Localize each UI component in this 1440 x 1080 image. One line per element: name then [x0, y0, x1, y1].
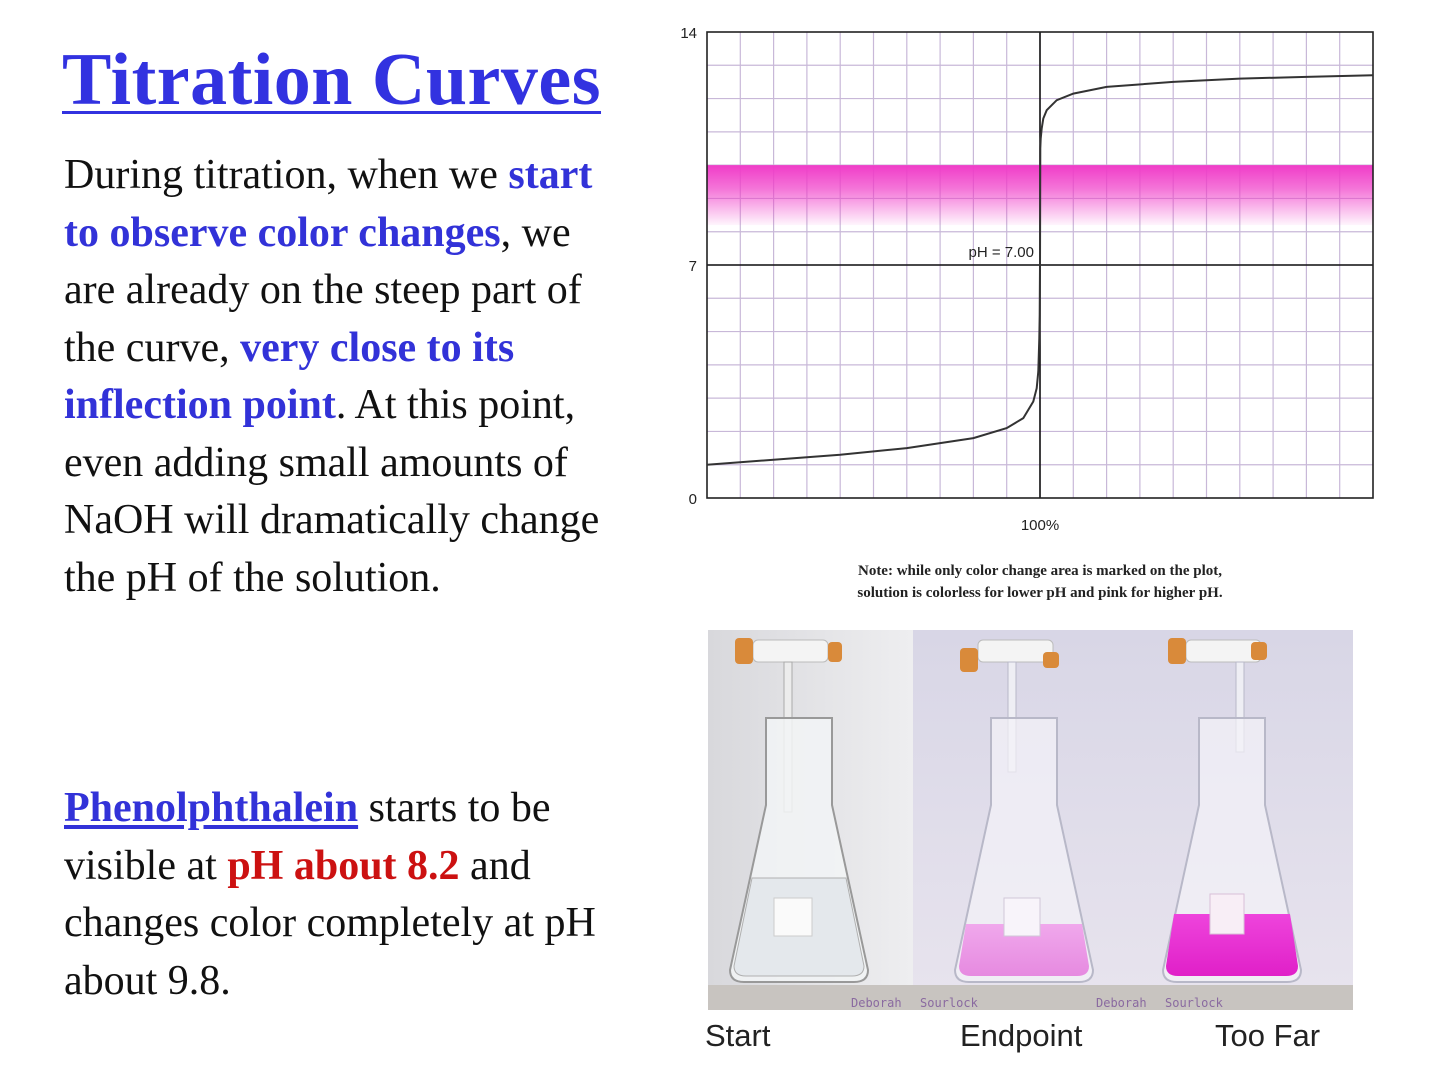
flask-photo: Deborah Sourlock Deborah Sourlock — [708, 630, 1353, 1010]
emphasis-red-text: pH about 8.2 — [227, 842, 460, 889]
slide-title: Titration Curves — [62, 39, 602, 121]
bench-surface — [708, 985, 1353, 1010]
watermark-1: Deborah — [851, 996, 902, 1010]
plot-frame — [706, 31, 1374, 499]
flask-start — [728, 638, 870, 983]
body-text: and changes color completely at pH about… — [64, 842, 596, 1004]
body-text: During titration, when we — [64, 152, 509, 198]
x-tick-label: 100% — [1021, 517, 1059, 534]
flask-too-far — [1161, 638, 1303, 983]
watermark-4: Sourlock — [1165, 996, 1224, 1010]
caption-start: Start — [705, 1018, 771, 1053]
chart-note-line2: solution is colorless for lower pH and p… — [857, 585, 1223, 601]
ph-annotation: pH = 7.00 — [969, 244, 1034, 261]
titration-curve-line — [706, 74, 1374, 466]
chart-note: Note: while only color change area is ma… — [770, 560, 1310, 604]
key-term: Phenolphthalein — [64, 785, 359, 831]
watermark-3: Deborah — [1096, 996, 1147, 1010]
y-tick-label: 14 — [680, 25, 697, 42]
body-text: starts to be visible at — [64, 785, 551, 889]
body-text: . At this point, even adding small amoun… — [64, 382, 600, 601]
explanation-paragraph: During titration, when we start to obser… — [64, 147, 624, 607]
flask-endpoint — [953, 639, 1095, 983]
y-tick-label: 0 — [689, 491, 697, 508]
emphasis-text: very close to its inflection point — [64, 324, 515, 429]
titration-curve-chart: 0 7 14 100% pH = 7.00 — [680, 25, 1374, 534]
emphasis-text: start to observe color changes — [64, 152, 593, 256]
caption-too-far: Too Far — [1215, 1018, 1321, 1053]
y-tick-label: 7 — [689, 258, 697, 275]
watermark-2: Sourlock — [920, 996, 979, 1010]
caption-endpoint: Endpoint — [960, 1018, 1083, 1053]
chart-note-line1: Note: while only color change area is ma… — [857, 563, 1222, 579]
indicator-paragraph: Phenolphthalein starts to be visible at … — [64, 780, 639, 1010]
body-text: , we are already on the steep part of th… — [64, 209, 582, 371]
